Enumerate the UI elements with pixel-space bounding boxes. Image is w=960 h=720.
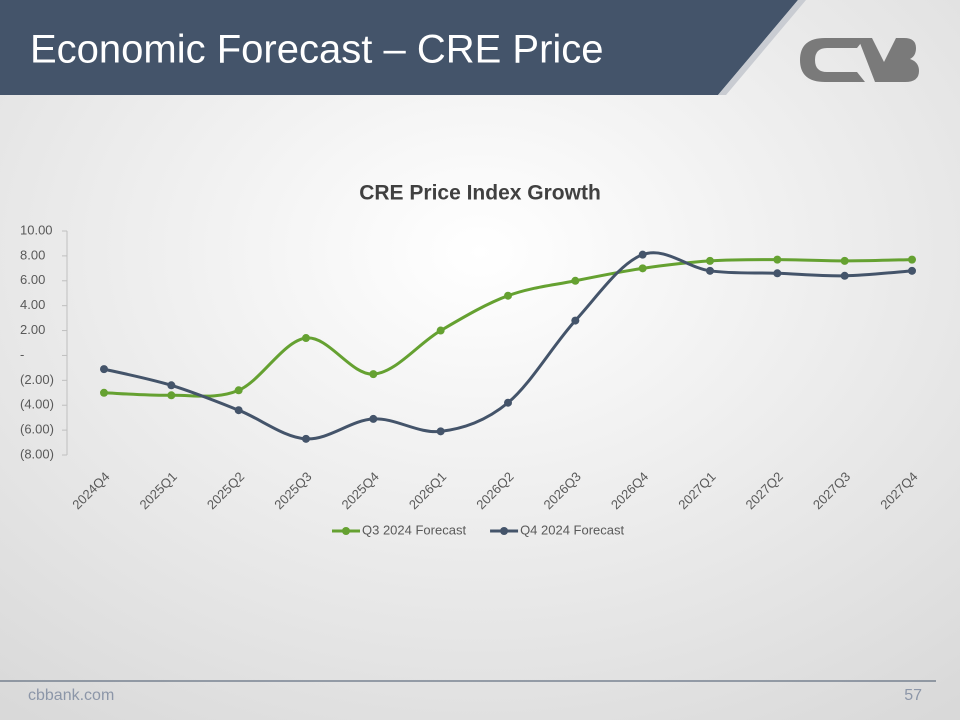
chart-title: CRE Price Index Growth (359, 182, 601, 205)
data-point (773, 255, 782, 264)
y-tick-label: 4.00 (20, 297, 45, 312)
legend-label: Q3 2024 Forecast (362, 522, 466, 537)
y-tick-label: (6.00) (20, 422, 54, 437)
data-point (369, 414, 378, 423)
y-tick-label: 8.00 (20, 247, 45, 262)
legend-marker (342, 527, 350, 535)
data-point (369, 370, 378, 379)
data-point (840, 271, 849, 280)
legend-label: Q4 2024 Forecast (520, 522, 624, 537)
data-point (706, 256, 714, 265)
data-point (638, 264, 647, 273)
data-point (436, 427, 445, 436)
header-accent (718, 0, 806, 95)
y-tick-label: (8.00) (20, 446, 54, 461)
data-point (436, 326, 445, 335)
data-point (100, 388, 108, 397)
footer-site: cbbank.com (28, 687, 114, 704)
data-point (234, 406, 243, 415)
data-point (504, 398, 512, 407)
data-point (571, 316, 580, 325)
data-point (167, 391, 176, 400)
y-tick-label: 6.00 (20, 272, 45, 287)
data-point (234, 386, 243, 395)
data-point (706, 266, 714, 275)
data-point (302, 434, 310, 443)
data-point (504, 291, 512, 300)
slide-title: Economic Forecast – CRE Price (30, 28, 604, 72)
data-point (908, 255, 916, 264)
y-tick-label: - (20, 347, 24, 362)
data-point (302, 334, 310, 343)
data-point (100, 365, 108, 374)
y-tick-label: (2.00) (20, 372, 54, 387)
y-tick-label: 2.00 (20, 322, 45, 337)
data-point (840, 256, 849, 265)
data-point (638, 250, 647, 259)
logo (800, 38, 919, 82)
data-point (908, 266, 916, 275)
y-tick-label: (4.00) (20, 397, 54, 412)
legend-marker (500, 527, 509, 535)
y-tick-label: 10.00 (20, 222, 53, 237)
data-point (571, 276, 580, 285)
page-number: 57 (904, 687, 922, 704)
header-band (0, 0, 798, 95)
data-point (167, 381, 176, 390)
data-point (773, 269, 782, 278)
